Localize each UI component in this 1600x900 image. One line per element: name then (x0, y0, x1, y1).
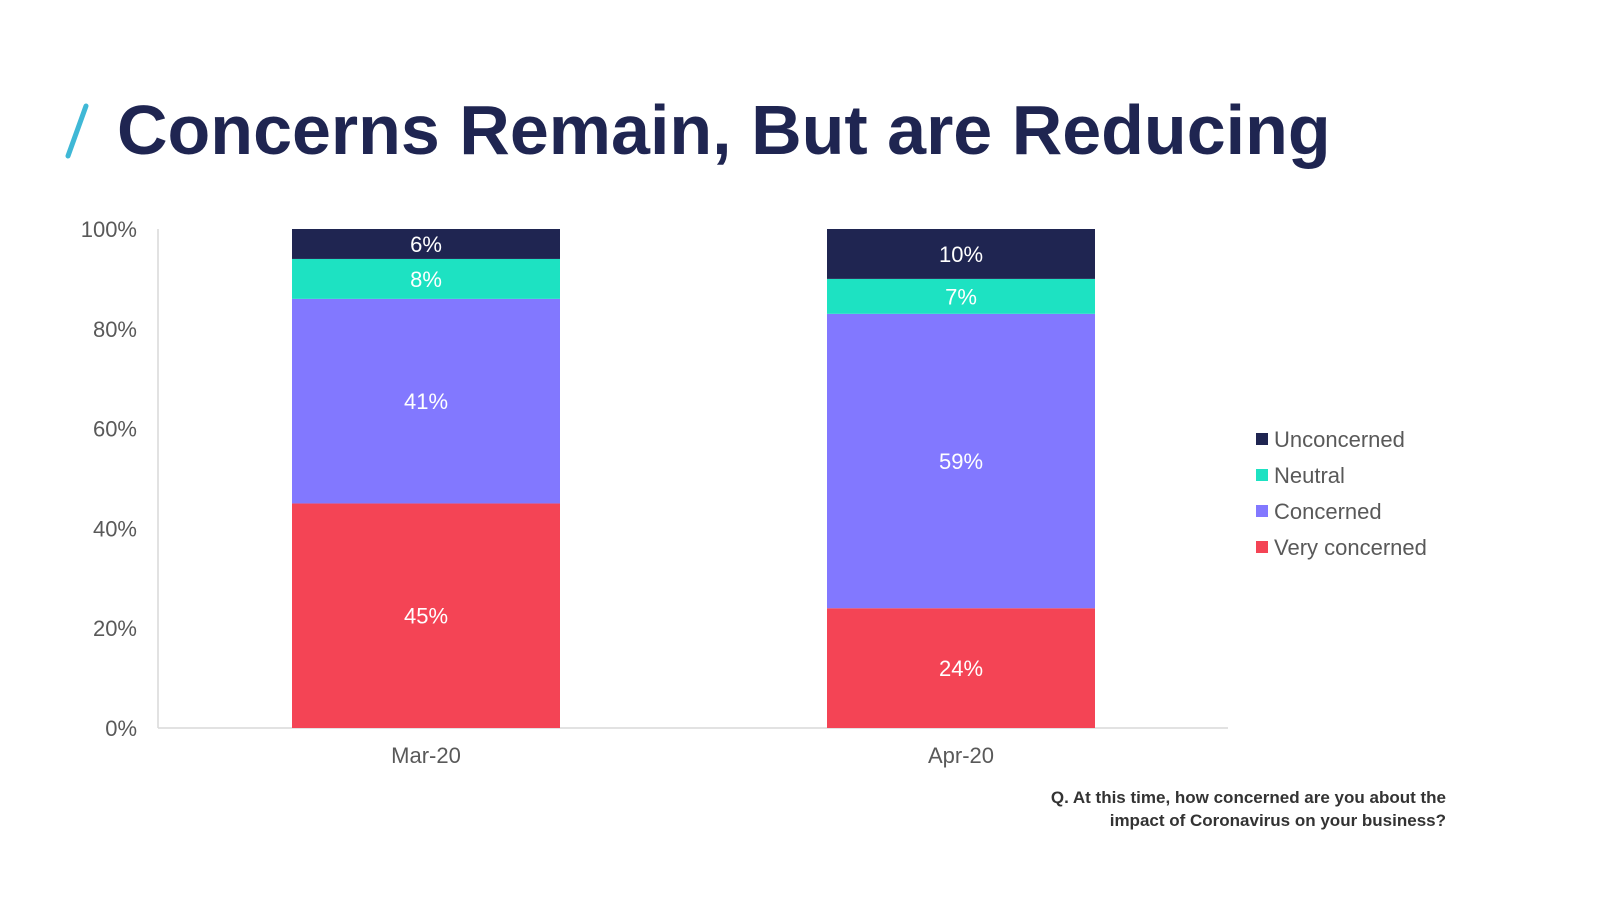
data-label-neutral-mar-20: 8% (410, 267, 442, 292)
x-tick-label-mar-20: Mar-20 (391, 743, 461, 768)
bar-segment-neutral-apr-20 (827, 278, 1095, 314)
bar-segment-unconcerned-mar-20 (292, 229, 560, 259)
data-label-very-concerned-mar-20: 45% (404, 604, 448, 629)
data-label-unconcerned-mar-20: 6% (410, 232, 442, 257)
y-tick-label-5: 100% (81, 217, 137, 242)
x-tick-label-apr-20: Apr-20 (928, 743, 994, 768)
legend-swatch-very-concerned (1256, 541, 1268, 553)
footnote-line-2: impact of Coronavirus on your business? (1109, 811, 1446, 830)
footnote-line-1: Q. At this time, how concerned are you a… (1050, 788, 1446, 807)
legend-swatch-unconcerned (1256, 433, 1268, 445)
bar-segment-concerned-mar-20 (292, 298, 560, 504)
legend-label-concerned: Concerned (1274, 499, 1382, 524)
bar-segment-neutral-mar-20 (292, 258, 560, 299)
y-tick-label-1: 20% (93, 616, 137, 641)
legend-swatch-neutral (1256, 469, 1268, 481)
data-label-concerned-apr-20: 59% (939, 449, 983, 474)
bar-segment-concerned-apr-20 (827, 313, 1095, 609)
bar-segment-very-concerned-apr-20 (827, 608, 1095, 728)
y-tick-label-0: 0% (105, 716, 137, 741)
data-label-neutral-apr-20: 7% (945, 284, 977, 309)
survey-question-footnote: Q. At this time, how concerned are you a… (986, 786, 1446, 832)
y-tick-label-3: 60% (93, 417, 137, 442)
bar-segment-unconcerned-apr-20 (827, 229, 1095, 279)
page-title: Concerns Remain, But are Reducing (117, 91, 1331, 169)
legend-label-very-concerned: Very concerned (1274, 535, 1427, 560)
data-label-concerned-mar-20: 41% (404, 389, 448, 414)
legend-label-neutral: Neutral (1274, 463, 1345, 488)
stacked-bar-chart: 0% 20% 40% 60% 80% 100% 45% 41% 8% 6% Mar-20 24% 59%… (81, 217, 1427, 768)
legend-label-unconcerned: Unconcerned (1274, 427, 1405, 452)
y-tick-label-4: 80% (93, 317, 137, 342)
data-label-very-concerned-apr-20: 24% (939, 656, 983, 681)
bar-segment-very-concerned-mar-20 (292, 503, 560, 728)
title-slash-icon (65, 103, 89, 159)
data-label-unconcerned-apr-20: 10% (939, 242, 983, 267)
y-tick-label-2: 40% (93, 516, 137, 541)
legend-swatch-concerned (1256, 505, 1268, 517)
